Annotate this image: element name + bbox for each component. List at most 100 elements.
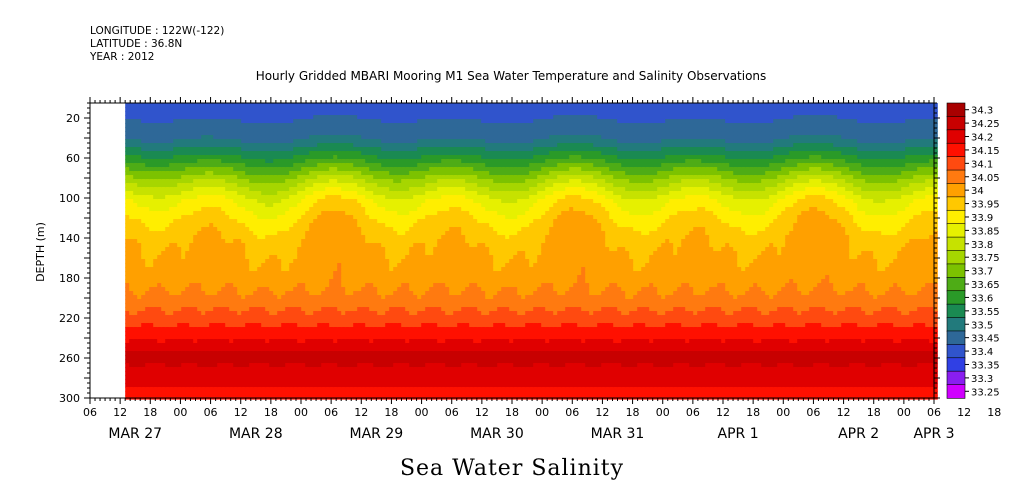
salinity-cell [181,159,186,164]
salinity-cell [249,359,254,364]
salinity-cell [145,227,150,232]
salinity-cell [153,303,158,308]
salinity-cell [173,303,178,308]
salinity-cell [357,139,362,144]
salinity-cell [233,251,238,256]
salinity-cell [185,135,190,140]
salinity-cell [249,103,254,108]
salinity-cell [301,363,306,368]
salinity-cell [209,339,214,344]
salinity-cell [373,127,378,132]
salinity-cell [197,115,202,120]
salinity-cell [261,159,266,164]
salinity-cell [309,251,314,256]
salinity-cell [193,171,198,176]
salinity-cell [389,143,394,148]
salinity-cell [209,307,214,312]
salinity-cell [325,199,330,204]
salinity-cell [281,203,286,208]
salinity-cell [273,211,278,216]
salinity-cell [277,123,282,128]
salinity-cell [389,387,394,392]
salinity-cell [149,215,154,220]
salinity-cell [125,255,130,260]
salinity-cell [353,307,358,312]
salinity-cell [145,391,150,396]
salinity-cell [353,375,358,380]
salinity-cell [229,255,234,260]
salinity-cell [189,251,194,256]
salinity-cell [373,215,378,220]
salinity-cell [221,207,226,212]
salinity-cell [189,127,194,132]
salinity-cell [253,339,258,344]
salinity-cell [145,167,150,172]
salinity-cell [333,131,338,136]
salinity-cell [357,151,362,156]
salinity-cell [153,223,158,228]
salinity-cell [157,135,162,140]
salinity-cell [349,103,354,108]
salinity-cell [249,135,254,140]
salinity-cell [229,195,234,200]
salinity-cell [389,323,394,328]
salinity-cell [157,111,162,116]
salinity-cell [197,295,202,300]
salinity-cell [157,171,162,176]
salinity-cell [277,127,282,132]
salinity-cell [373,131,378,136]
salinity-cell [265,351,270,356]
salinity-cell [265,111,270,116]
salinity-cell [373,251,378,256]
salinity-cell [253,215,258,220]
salinity-cell [213,291,218,296]
salinity-cell [377,167,382,172]
salinity-cell [381,183,386,188]
salinity-cell [185,255,190,260]
salinity-cell [349,195,354,200]
salinity-cell [257,147,262,152]
salinity-cell [209,231,214,236]
salinity-cell [361,355,366,360]
salinity-cell [369,199,374,204]
salinity-cell [209,379,214,384]
salinity-cell [165,299,170,304]
salinity-cell [393,127,398,132]
salinity-cell [165,223,170,228]
salinity-cell [365,267,370,272]
salinity-cell [277,379,282,384]
salinity-cell [149,167,154,172]
salinity-cell [213,343,218,348]
salinity-cell [169,123,174,128]
salinity-cell [385,159,390,164]
salinity-cell [293,267,298,272]
salinity-cell [385,227,390,232]
salinity-cell [285,187,290,192]
salinity-cell [189,351,194,356]
salinity-cell [221,167,226,172]
salinity-cell [305,287,310,292]
salinity-cell [205,127,210,132]
salinity-cell [309,347,314,352]
salinity-cell [389,395,394,400]
salinity-cell [321,391,326,396]
salinity-cell [281,187,286,192]
salinity-cell [221,135,226,140]
salinity-cell [125,175,130,180]
salinity-cell [217,343,222,348]
salinity-cell [313,259,318,264]
salinity-cell [269,159,274,164]
salinity-cell [145,147,150,152]
salinity-cell [389,275,394,280]
salinity-cell [301,155,306,160]
salinity-cell [173,259,178,264]
salinity-cell [361,263,366,268]
salinity-cell [225,263,230,268]
salinity-cell [205,227,210,232]
salinity-cell [205,179,210,184]
salinity-cell [293,263,298,268]
salinity-cell [317,163,322,168]
salinity-cell [377,287,382,292]
salinity-cell [341,143,346,148]
salinity-cell [377,195,382,200]
